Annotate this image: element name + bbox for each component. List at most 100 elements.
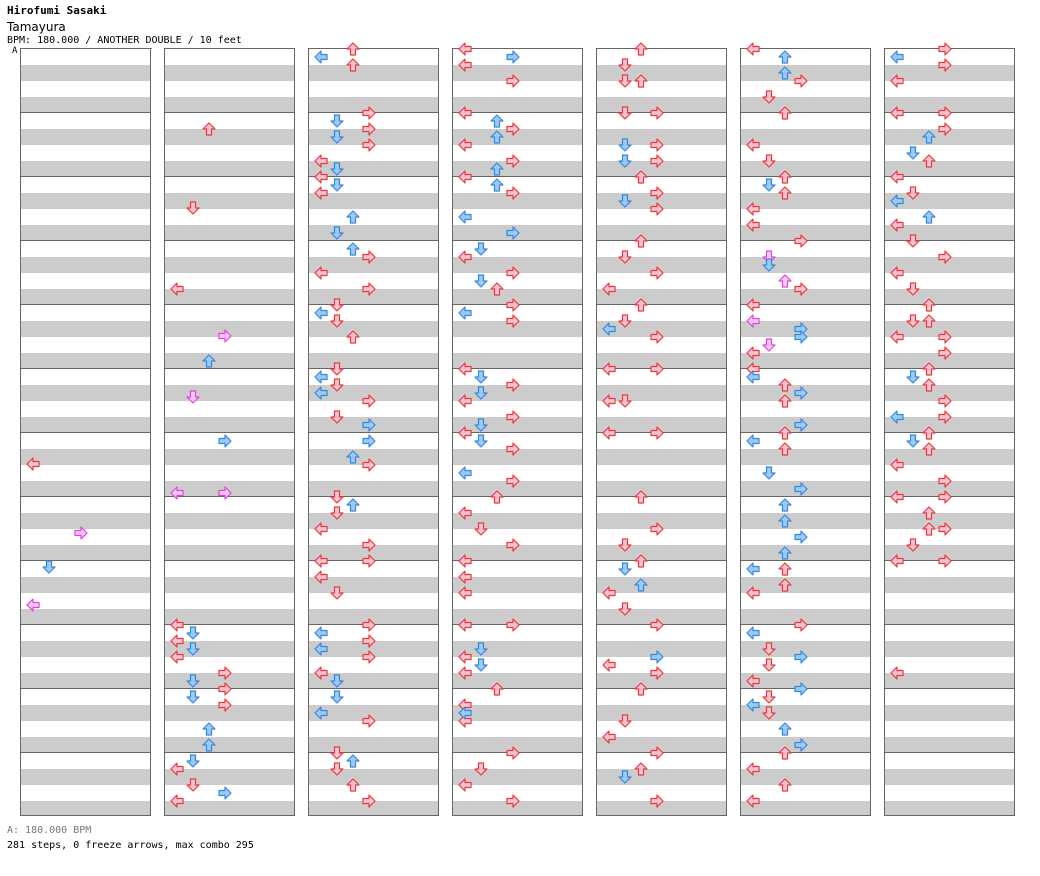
arrow-left-blue-icon — [458, 210, 472, 224]
arrow-left-red-icon — [458, 650, 472, 664]
measure-line — [741, 112, 870, 113]
arrow-right-red-icon — [938, 474, 952, 488]
arrow-left-red-icon — [890, 74, 904, 88]
arrow-left-red-icon — [890, 458, 904, 472]
measure-line — [885, 624, 1014, 625]
arrow-right-red-icon — [506, 618, 520, 632]
arrow-up-blue-icon — [202, 738, 216, 752]
measure-line — [885, 176, 1014, 177]
arrow-right-red-icon — [938, 410, 952, 424]
measure-line — [21, 496, 150, 497]
arrow-down-red-icon — [618, 74, 632, 88]
arrow-down-red-icon — [618, 314, 632, 328]
arrow-left-red-icon — [746, 762, 760, 776]
arrow-up-red-icon — [778, 746, 792, 760]
arrow-up-red-icon — [346, 778, 360, 792]
arrow-right-blue-icon — [794, 482, 808, 496]
measure-line — [21, 624, 150, 625]
arrow-down-blue-icon — [474, 370, 488, 384]
arrow-right-blue-icon — [794, 330, 808, 344]
arrow-left-red-icon — [170, 650, 184, 664]
arrow-up-red-icon — [922, 522, 936, 536]
arrow-right-red-icon — [362, 106, 376, 120]
measure-line — [165, 176, 294, 177]
arrow-left-red-icon — [890, 554, 904, 568]
measure-line — [309, 496, 438, 497]
arrow-left-red-icon — [458, 618, 472, 632]
arrow-down-pink-icon — [186, 390, 200, 404]
measure-line — [453, 688, 582, 689]
arrow-down-red-icon — [762, 154, 776, 168]
arrow-down-blue-icon — [330, 130, 344, 144]
arrow-right-red-icon — [218, 698, 232, 712]
arrow-right-red-icon — [506, 410, 520, 424]
arrow-right-red-icon — [362, 282, 376, 296]
arrow-right-red-icon — [938, 394, 952, 408]
arrow-up-red-icon — [778, 578, 792, 592]
arrow-left-red-icon — [746, 586, 760, 600]
arrow-right-red-icon — [506, 186, 520, 200]
arrow-right-red-icon — [362, 650, 376, 664]
arrow-right-blue-icon — [362, 418, 376, 432]
arrow-down-blue-icon — [906, 146, 920, 160]
arrow-left-red-icon — [458, 570, 472, 584]
arrow-right-red-icon — [506, 154, 520, 168]
arrow-right-red-icon — [362, 394, 376, 408]
arrow-left-red-icon — [458, 362, 472, 376]
chart-stats: 281 steps, 0 freeze arrows, max combo 29… — [7, 840, 254, 851]
measure-line — [21, 304, 150, 305]
arrow-up-red-icon — [778, 106, 792, 120]
arrow-left-red-icon — [458, 42, 472, 56]
arrow-down-red-icon — [618, 394, 632, 408]
measure-line — [741, 368, 870, 369]
arrow-up-red-icon — [634, 298, 648, 312]
arrow-left-red-icon — [314, 666, 328, 680]
arrow-left-red-icon — [746, 138, 760, 152]
arrow-right-red-icon — [938, 522, 952, 536]
arrow-right-red-icon — [506, 74, 520, 88]
arrow-left-red-icon — [314, 186, 328, 200]
measure-line — [741, 560, 870, 561]
measure-line — [597, 176, 726, 177]
measure-line — [21, 112, 150, 113]
measure-line — [741, 752, 870, 753]
arrow-left-red-icon — [458, 58, 472, 72]
arrow-left-red-icon — [890, 330, 904, 344]
arrow-left-blue-icon — [890, 50, 904, 64]
measure-line — [885, 688, 1014, 689]
arrow-right-red-icon — [794, 282, 808, 296]
arrow-down-red-icon — [618, 602, 632, 616]
arrow-left-red-icon — [458, 666, 472, 680]
arrow-right-red-icon — [362, 538, 376, 552]
arrow-up-red-icon — [634, 74, 648, 88]
measure-line — [741, 432, 870, 433]
arrow-down-red-icon — [330, 298, 344, 312]
arrow-down-blue-icon — [474, 386, 488, 400]
measure-line — [165, 112, 294, 113]
arrow-left-blue-icon — [458, 706, 472, 720]
arrow-down-red-icon — [474, 762, 488, 776]
arrow-left-red-icon — [314, 266, 328, 280]
arrow-down-blue-icon — [474, 274, 488, 288]
chart-column-3 — [308, 48, 439, 816]
arrow-left-red-icon — [602, 394, 616, 408]
arrow-down-red-icon — [762, 658, 776, 672]
arrow-right-red-icon — [362, 714, 376, 728]
arrow-down-red-icon — [618, 106, 632, 120]
arrow-down-red-icon — [762, 90, 776, 104]
arrow-left-blue-icon — [314, 50, 328, 64]
arrow-left-red-icon — [170, 762, 184, 776]
arrow-up-blue-icon — [202, 722, 216, 736]
arrow-left-pink-icon — [26, 598, 40, 612]
measure-line — [597, 688, 726, 689]
arrow-right-red-icon — [650, 154, 664, 168]
measure-line — [597, 560, 726, 561]
chart-column-4 — [452, 48, 583, 816]
measure-line — [885, 752, 1014, 753]
arrow-up-red-icon — [778, 426, 792, 440]
measure-line — [309, 176, 438, 177]
arrow-up-red-icon — [922, 154, 936, 168]
arrow-right-blue-icon — [650, 650, 664, 664]
arrow-right-blue-icon — [506, 226, 520, 240]
measure-line — [165, 496, 294, 497]
